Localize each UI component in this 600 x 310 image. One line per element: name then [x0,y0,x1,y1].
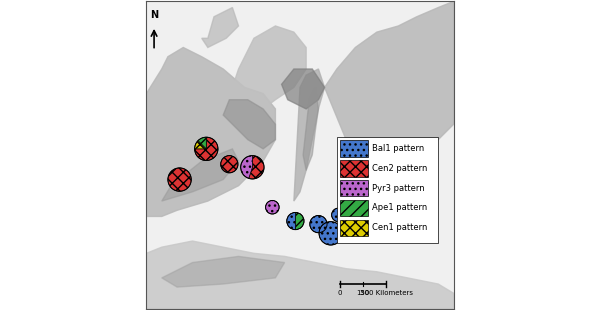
Wedge shape [249,156,264,179]
Bar [340,200,368,216]
Polygon shape [146,47,275,216]
Text: Pyr3 pattern: Pyr3 pattern [372,184,425,193]
Wedge shape [319,222,343,245]
Wedge shape [194,141,206,149]
Polygon shape [202,7,239,47]
Text: N: N [150,10,158,20]
Text: Bal1 pattern: Bal1 pattern [372,144,424,153]
Polygon shape [294,69,325,201]
Wedge shape [332,208,345,222]
Polygon shape [223,100,275,149]
Wedge shape [221,156,238,173]
Polygon shape [325,1,454,171]
Text: 150: 150 [356,290,370,296]
Polygon shape [303,87,319,170]
Text: Cen2 pattern: Cen2 pattern [372,164,428,173]
Text: Ape1 pattern: Ape1 pattern [372,203,427,212]
Wedge shape [266,201,279,214]
Text: 0: 0 [338,290,342,296]
Wedge shape [310,215,327,233]
Polygon shape [281,69,325,109]
Wedge shape [287,212,295,230]
Wedge shape [194,137,218,161]
Text: Cen1 pattern: Cen1 pattern [372,224,428,232]
Wedge shape [241,156,253,178]
Wedge shape [168,168,191,191]
Bar [340,160,368,176]
Polygon shape [232,26,306,109]
Wedge shape [198,137,206,149]
Wedge shape [295,212,304,230]
Bar [340,179,368,197]
Text: 300 Kilometers: 300 Kilometers [359,290,413,296]
Bar [340,140,368,157]
Polygon shape [162,149,239,201]
FancyBboxPatch shape [337,137,438,242]
Polygon shape [162,256,284,287]
Bar [340,219,368,237]
Polygon shape [146,241,454,309]
